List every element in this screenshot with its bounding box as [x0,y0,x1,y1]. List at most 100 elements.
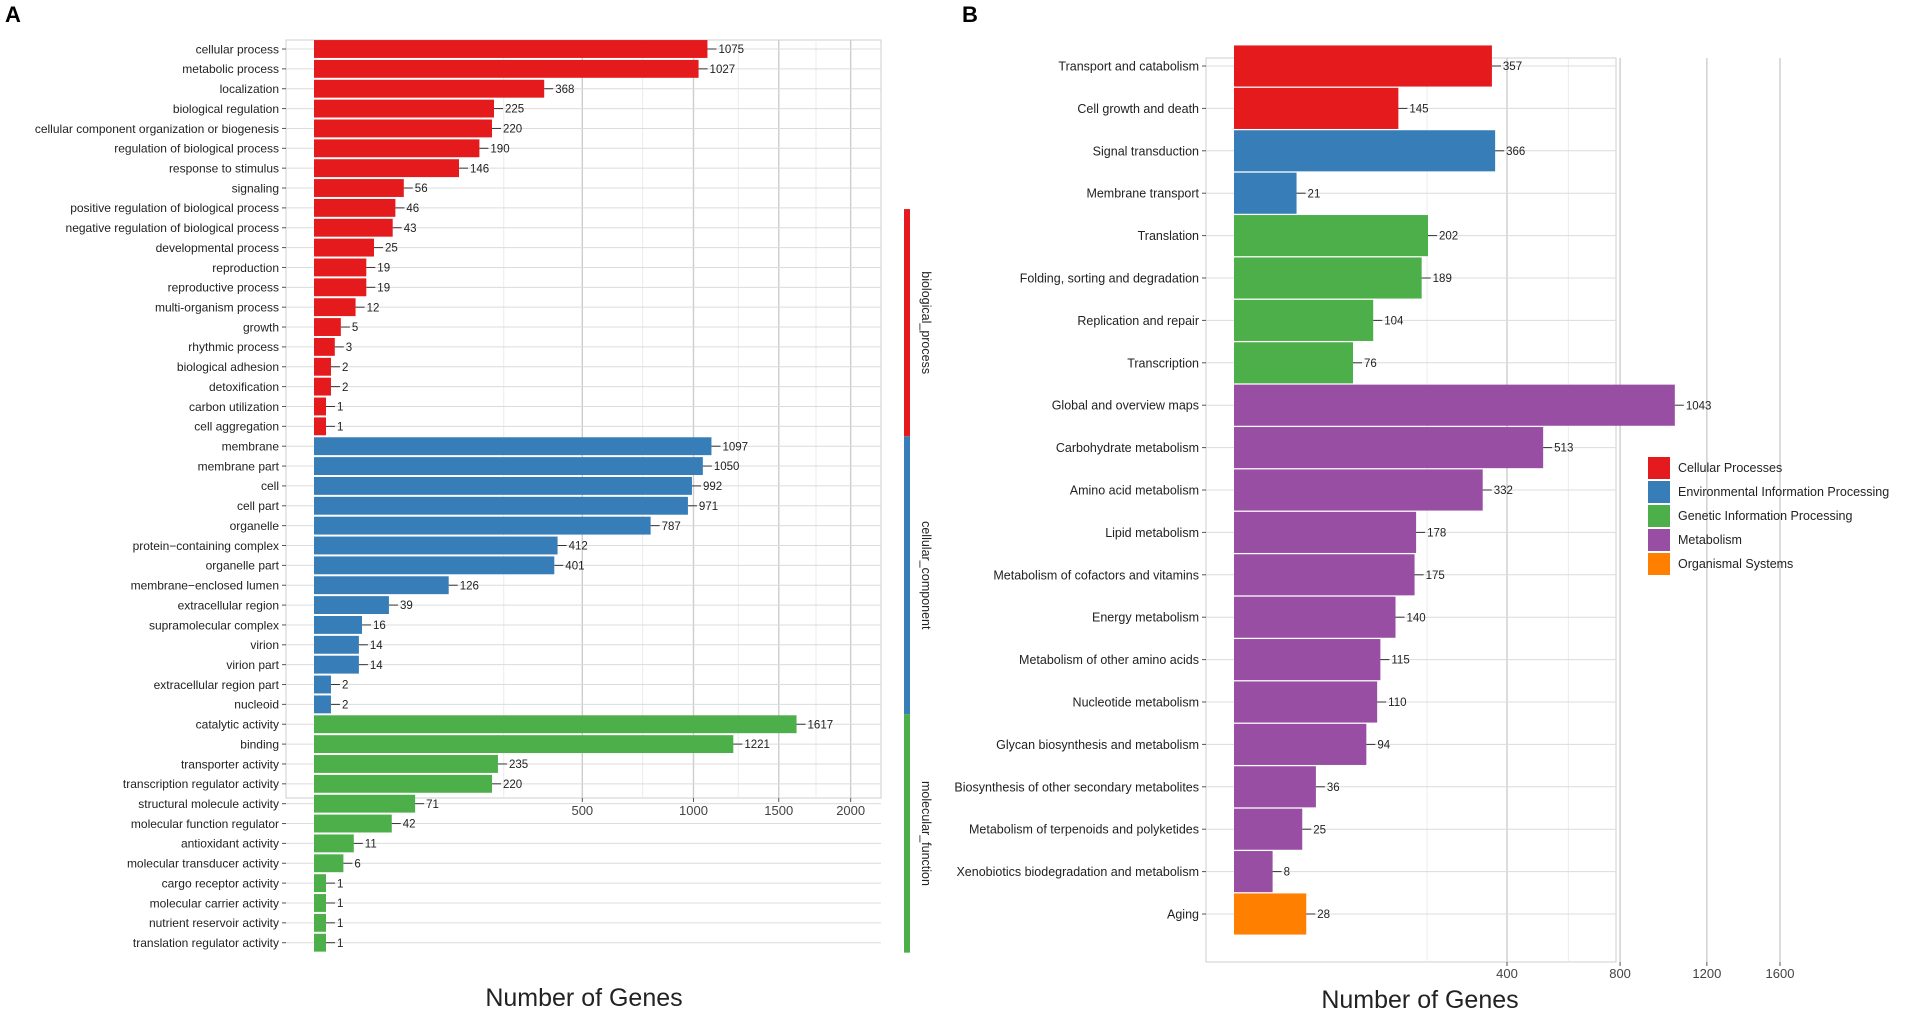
x-tick-label: 2000 [836,803,865,818]
value-label: 8 [1284,867,1290,879]
value-label: 11 [365,839,377,851]
legend-label: Genetic Information Processing [1678,509,1852,523]
bar [1234,469,1483,511]
bar [1234,511,1417,553]
value-label: 992 [703,481,722,493]
value-label: 202 [1439,231,1458,243]
bar [314,198,396,217]
category-label: Folding, sorting and degradation [1020,272,1199,286]
bar [314,476,692,495]
value-label: 1 [337,878,343,890]
bar [314,298,356,317]
bar [314,794,416,813]
bar [314,655,359,674]
bar [314,496,688,515]
bar [314,933,326,952]
category-label: cell [261,479,279,493]
value-label: 42 [403,819,416,831]
x-tick-label: 1500 [764,803,793,818]
x-axis-title: Number of Genes [1321,986,1518,1014]
value-label: 21 [1308,188,1321,200]
bar [314,119,492,138]
legend-label: Organismal Systems [1678,557,1793,571]
value-label: 46 [406,203,419,215]
bar [314,735,734,754]
bar [314,814,392,833]
legend-label: Cellular Processes [1678,461,1782,475]
x-tick-label: 800 [1609,966,1631,981]
category-label: supramolecular complex [149,618,279,632]
value-label: 1027 [710,64,736,76]
value-label: 76 [1364,358,1377,370]
category-label: metabolic process [182,62,279,76]
value-label: 39 [400,600,413,612]
value-label: 401 [565,561,584,573]
category-label: cellular component organization or bioge… [35,122,279,136]
bar [314,278,367,297]
value-label: 36 [1327,782,1340,794]
bar [1234,808,1303,850]
x-axis-title: Number of Genes [485,984,682,1012]
bar [1234,87,1399,129]
legend-swatch [1648,481,1670,503]
bar [314,437,712,456]
value-label: 513 [1554,443,1573,455]
bar [314,79,545,98]
bar [314,457,703,475]
bar [314,854,344,873]
bar [314,139,480,158]
legend-swatch [1648,505,1670,527]
value-label: 235 [509,759,528,771]
category-label: Glycan biosynthesis and metabolism [996,738,1199,752]
bar [314,159,459,178]
category-label: protein−containing complex [133,539,279,553]
value-label: 56 [415,183,428,195]
category-label: Lipid metabolism [1105,526,1199,540]
category-label: Nucleotide metabolism [1073,696,1199,710]
category-label: Translation [1138,229,1199,243]
category-label: negative regulation of biological proces… [66,221,279,235]
value-label: 28 [1317,909,1330,921]
value-label: 2 [342,382,348,394]
category-label: Cell growth and death [1077,102,1199,116]
category-label: cell aggregation [194,420,279,434]
bar [314,715,797,734]
bar [1234,596,1396,638]
bar [314,536,558,555]
value-label: 14 [370,640,383,652]
value-label: 1 [337,938,343,950]
category-label: regulation of biological process [114,142,279,156]
bar [314,218,393,237]
group-label: cellular_component [919,521,933,630]
category-label: organelle [230,519,280,533]
group-label: molecular_function [919,781,933,886]
bar [314,238,374,257]
category-label: Metabolism of cofactors and vitamins [993,568,1199,582]
value-label: 220 [503,779,522,791]
category-label: virion part [226,658,279,672]
bar [1234,384,1675,426]
category-label: extracellular region [178,598,279,612]
value-label: 1 [337,898,343,910]
bar [1234,723,1367,765]
legend-swatch [1648,529,1670,551]
bar [314,59,699,78]
value-label: 71 [426,799,439,811]
x-tick-label: 1200 [1692,966,1721,981]
bar [1234,851,1273,893]
category-label: response to stimulus [169,161,279,175]
bar [314,99,494,118]
value-label: 43 [404,223,417,235]
value-label: 16 [373,620,386,632]
bar [1234,766,1316,808]
value-label: 94 [1377,740,1390,752]
category-label: membrane−enclosed lumen [131,579,279,593]
value-label: 126 [460,580,479,592]
bar [314,755,498,773]
bar [314,695,331,714]
category-label: cell part [237,499,280,513]
category-label: organelle part [206,559,280,573]
category-label: structural molecule activity [138,797,279,811]
bar [1234,681,1378,723]
